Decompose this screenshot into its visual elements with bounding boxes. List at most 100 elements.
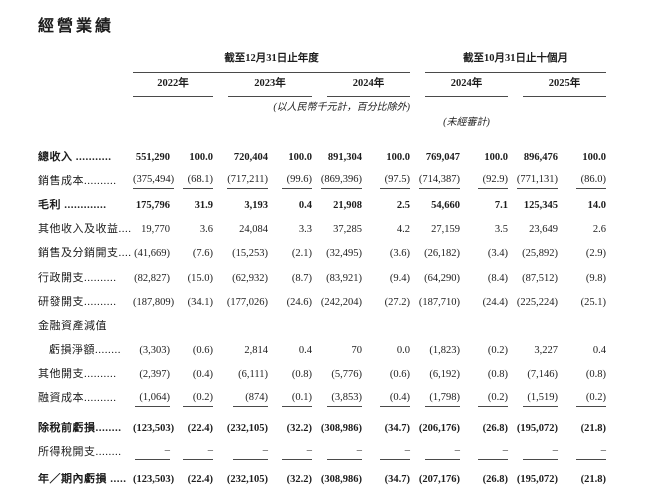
cell-value: 100.0	[189, 151, 213, 163]
cell-value: (177,026)	[226, 296, 268, 308]
cell-value: (714,387)	[410, 173, 460, 190]
cell-value: (25,892)	[522, 248, 558, 260]
unaudited-note-row: (未經審計)	[38, 117, 606, 129]
cell-value: (869,396)	[312, 173, 362, 190]
cell-value: (21.8)	[580, 474, 606, 486]
cell-value: (242,204)	[320, 296, 362, 308]
group-ten-months-label: 截至10月31日止十個月	[425, 52, 606, 73]
year-col-2024: 2024年	[312, 77, 410, 97]
cell-value: 24,084	[239, 224, 268, 236]
row-label: 年／期內虧損 .....	[38, 473, 127, 486]
cell-value: (0.8)	[585, 369, 606, 381]
cell-value: (1,798)	[410, 391, 460, 407]
cell-value: 769,047	[425, 151, 460, 163]
table-row: 其他開支.......... (2,397) (0.4) (6,111) (0.8) (5…	[38, 363, 606, 387]
cell-value: (1,519)	[508, 391, 558, 407]
cell-value: (27.2)	[384, 296, 410, 308]
cell-value: –	[213, 444, 268, 461]
cell-value: (26.8)	[482, 422, 508, 434]
cell-value: (0.4)	[192, 369, 213, 381]
unit-note-row: (以人民幣千元計，百分比除外)	[38, 102, 606, 114]
cell-value: (26.8)	[482, 474, 508, 486]
cell-value: 14.0	[587, 199, 606, 211]
table-row: 除稅前虧損........ (123,503) (22.4) (232,105) (32…	[38, 416, 606, 440]
cell-value: –	[133, 444, 170, 461]
cell-value: 54,660	[431, 199, 460, 211]
cell-value: (64,290)	[424, 272, 460, 284]
cell-value: (9.8)	[585, 272, 606, 284]
cell-value: (1,823)	[429, 345, 460, 357]
cell-value: 3.3	[298, 224, 312, 236]
cell-value: (187,809)	[133, 296, 175, 308]
cell-value: (97.5)	[362, 173, 410, 190]
cell-value: (123,503)	[133, 422, 175, 434]
table-row: 銷售成本.......... (375,494) (68.1) (717,211) (9…	[38, 169, 606, 193]
cell-value: (0.8)	[487, 369, 508, 381]
cell-value: (1,064)	[133, 391, 170, 407]
cell-value: (3.4)	[487, 248, 508, 260]
table-row: 毛利 ............. 175,796 31.9 3,193 0.4 21,90…	[38, 193, 606, 217]
row-label: 虧損淨額........	[49, 344, 121, 357]
cell-value: (34.1)	[187, 296, 213, 308]
row-label: 所得稅開支........	[38, 445, 122, 458]
year-col-2022: 2022年	[133, 77, 213, 97]
cell-value: (0.8)	[291, 369, 312, 381]
cell-value: (123,503)	[133, 474, 175, 486]
cell-value: 31.9	[194, 199, 213, 211]
cell-value: (62,932)	[232, 272, 268, 284]
cell-value: 0.4	[298, 345, 312, 357]
cell-value: (87,512)	[522, 272, 558, 284]
cell-value: (0.6)	[192, 345, 213, 357]
cell-value: (82,827)	[134, 272, 170, 284]
cell-value: (99.6)	[268, 173, 312, 190]
cell-value: (6,111)	[238, 369, 268, 381]
table-row: 其他收入及收益.... 19,770 3.6 24,084 3.3 37,285 4.2 27…	[38, 218, 606, 242]
group-annual: 截至12月31日止年度	[133, 52, 410, 73]
row-label: 融資成本..........	[38, 392, 117, 405]
cell-value: (7,146)	[527, 369, 558, 381]
row-label: 銷售成本..........	[38, 174, 117, 187]
cell-value: 19,770	[141, 224, 170, 236]
table-row: 融資成本.......... (1,064) (0.2) (874) (0.1) (3,8…	[38, 387, 606, 411]
table-row: 所得稅開支........ – – – – – – – – – –	[38, 440, 606, 464]
cell-value: (375,494)	[133, 173, 175, 190]
row-label: 研發開支..........	[38, 295, 117, 308]
cell-value: 27,159	[431, 224, 460, 236]
row-label: 毛利 .............	[38, 198, 107, 211]
table-year-header-row: 2022年 2023年 2024年 2024年 2025年	[38, 77, 606, 97]
cell-value: 125,345	[523, 199, 558, 211]
cell-value: (195,072)	[516, 474, 558, 486]
cell-value: (2.1)	[291, 248, 312, 260]
year-col-2023: 2023年	[213, 77, 312, 97]
cell-value: 7.1	[494, 199, 508, 211]
cell-value: 2,814	[244, 345, 268, 357]
cell-value: (771,131)	[508, 173, 558, 190]
cell-value: (21.8)	[580, 422, 606, 434]
cell-value: (26,182)	[424, 248, 460, 260]
cell-value: (7.6)	[192, 248, 213, 260]
unit-note: (以人民幣千元計，百分比除外)	[273, 102, 410, 113]
cell-value: (83,921)	[326, 272, 362, 284]
cell-value: (32.2)	[286, 474, 312, 486]
table-row: 金融資產減值	[38, 314, 606, 338]
cell-value: (86.0)	[558, 173, 606, 190]
cell-value: 100.0	[484, 151, 508, 163]
cell-value: 23,649	[529, 224, 558, 236]
cell-value: (717,211)	[213, 173, 268, 190]
cell-value: (3.6)	[389, 248, 410, 260]
cell-value: (22.4)	[187, 474, 213, 486]
cell-value: 100.0	[386, 151, 410, 163]
cell-value: 70	[351, 345, 363, 357]
cell-value: (308,986)	[320, 474, 362, 486]
table-row: 年／期內虧損 ..... (123,503) (22.4) (232,105) (32.…	[38, 467, 606, 491]
table-row: 總收入 ........... 551,290 100.0 720,404 100.0 8…	[38, 145, 606, 169]
cell-value: 4.2	[396, 224, 410, 236]
cell-value: (2,397)	[139, 369, 170, 381]
cell-value: (9.4)	[389, 272, 410, 284]
cell-value: (225,224)	[516, 296, 558, 308]
year-label: 2024年	[425, 77, 508, 97]
cell-value: (2.9)	[585, 248, 606, 260]
cell-value: –	[508, 444, 558, 461]
table-body: 總收入 ........... 551,290 100.0 720,404 100.0 8…	[38, 145, 606, 492]
